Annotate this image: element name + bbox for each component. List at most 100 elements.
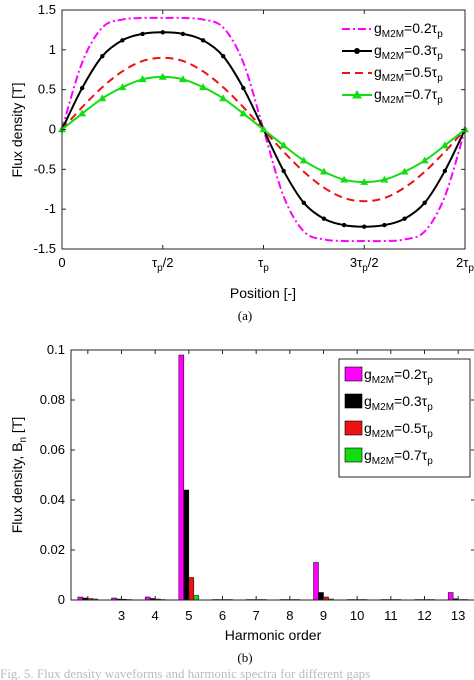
chart-a-legend-marker	[354, 48, 360, 54]
chart-b-ytick-label: 0.06	[40, 442, 65, 457]
chart-b-bar	[380, 599, 387, 601]
chart-a-point	[219, 94, 228, 102]
chart-b-bar	[328, 598, 334, 601]
chart-b-xtick-label: 3	[118, 608, 125, 623]
chart-b-bar	[116, 598, 122, 601]
chart-a-ytick-label: 0.5	[38, 82, 56, 97]
chart-b-legend-box	[338, 358, 471, 478]
chart-a-point	[239, 109, 248, 117]
chart-b-bar	[447, 592, 454, 601]
chart-a-ytick-label: -1.5	[34, 241, 56, 256]
chart-b-bar	[121, 599, 127, 601]
chart-a-legend-marker	[352, 90, 362, 99]
chart-a-xlabel: Position [-]	[230, 285, 296, 301]
chart-b-bar	[183, 489, 190, 601]
chart-b-xtick-label: 12	[417, 608, 431, 623]
chart-a-point	[118, 83, 127, 91]
chart-a-point	[321, 216, 327, 221]
chart-b-ylabel: Flux density, Bn [T]	[9, 417, 29, 534]
chart-a-point	[78, 109, 87, 117]
chart-a-point	[178, 75, 187, 83]
chart-a-point	[420, 156, 429, 164]
chart-a-point	[341, 222, 347, 228]
chart-a-point	[299, 156, 308, 164]
chart-b-bar	[289, 599, 296, 601]
chart-a-point	[200, 38, 206, 43]
chart-b-bar	[452, 598, 459, 601]
plot-b-frame	[70, 349, 474, 601]
chart-a-legend-label: gM2M=0.2τp	[374, 20, 443, 40]
chart-b-legend-swatch	[344, 393, 363, 409]
chart-b-bar	[227, 599, 233, 601]
chart-b-legend-swatch	[344, 420, 363, 436]
chart-a-legend-label: gM2M=0.7τp	[374, 86, 443, 106]
chart-b-bar	[126, 599, 132, 601]
chart-b-bar	[149, 598, 156, 601]
chart-a-ytick-label: 1.5	[38, 2, 56, 17]
chart-b-bar	[188, 577, 195, 601]
chart-b-bar	[77, 596, 84, 601]
chart-a-point	[281, 168, 286, 174]
chart-b-legend-label: gM2M=0.3τp	[364, 393, 433, 413]
chart-a-point	[340, 175, 349, 183]
chart-b-xtick-label: 5	[185, 608, 192, 623]
chart-b-bar	[385, 599, 392, 601]
chart-b-xtick-label: 11	[384, 608, 398, 623]
chart-b-bar	[144, 596, 151, 601]
chart-b-legend-label: gM2M=0.2τp	[364, 366, 433, 386]
chart-b-bar	[255, 599, 262, 601]
chart-b-xtick-label: 6	[219, 608, 226, 623]
chart-a-point	[319, 167, 328, 175]
chart-b-xtick-label: 10	[350, 608, 364, 623]
chart-a-point	[442, 168, 448, 174]
chart-b-xtick-label: 4	[152, 608, 159, 623]
chart-a-point	[380, 175, 389, 183]
chart-a-ytick-label: -1	[44, 201, 56, 216]
chart-b-bar	[462, 599, 469, 601]
chart-b-ytick-label: 0	[58, 592, 65, 607]
chart-a-point	[158, 72, 167, 80]
chart-a-legend-label: gM2M=0.5τp	[374, 64, 443, 84]
chart-b-legend-swatch	[344, 366, 363, 382]
chart-a-point	[140, 31, 145, 37]
chart-b-bar	[361, 599, 368, 601]
chart-b-xlabel: Harmonic order	[225, 627, 322, 643]
chart-b-bar	[245, 599, 252, 601]
chart-a-point	[422, 200, 427, 205]
chart-b-bar	[193, 595, 200, 601]
flux-waveform-chart: -1.5 -1 -0.5 0 0.5 1 1.5 0 τp/2 τp 3τp/2 2τp Flux …	[9, 2, 474, 323]
figure-footer-text: Fig. 5. Flux density waveforms and harmo…	[0, 666, 370, 680]
chart-a-point	[120, 38, 125, 43]
chart-a-point	[160, 30, 165, 35]
chart-a-xtick-label: τp	[258, 255, 269, 274]
chart-a-point	[301, 200, 306, 205]
chart-b-bar	[284, 599, 291, 601]
chart-a-point	[100, 54, 105, 59]
chart-b-legend-label: gM2M=0.5τp	[364, 420, 433, 440]
chart-a-xtick-label: τp/2	[152, 255, 174, 274]
chart-a-legend-label: gM2M=0.3τp	[374, 42, 443, 62]
chart-b-bar	[92, 598, 99, 601]
chart-b-bar	[419, 599, 425, 601]
chart-b-ytick-label: 0.1	[47, 342, 65, 357]
chart-b-xtick-label: 13	[451, 608, 465, 623]
chart-b-bar	[279, 599, 286, 601]
chart-a-point	[360, 178, 369, 185]
chart-a-caption: (a)	[238, 308, 252, 323]
chart-a-point	[279, 141, 288, 149]
chart-b-ytick-label: 0.02	[40, 542, 65, 557]
chart-b-bar	[82, 597, 89, 601]
chart-b-bar	[294, 599, 301, 601]
chart-b-xtick-label: 7	[253, 608, 260, 623]
chart-a-ylabel: Flux density [T]	[9, 83, 25, 178]
chart-a-point	[400, 167, 409, 175]
chart-b-xtick-label: 9	[320, 608, 327, 623]
chart-a-point	[440, 141, 449, 149]
chart-a-point	[180, 31, 186, 37]
chart-b-bar	[212, 599, 218, 601]
chart-b-bar	[323, 596, 329, 601]
chart-b-caption: (b)	[237, 650, 252, 665]
chart-b-bar	[111, 597, 117, 601]
chart-b-bar	[260, 599, 267, 601]
